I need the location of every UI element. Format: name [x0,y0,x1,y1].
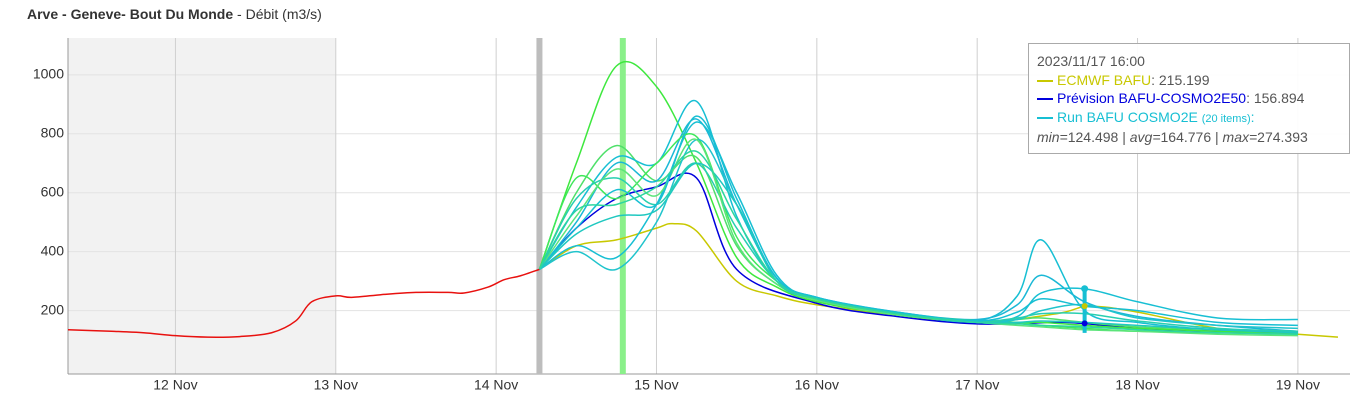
y-tick-label: 400 [41,242,65,258]
tooltip-stats: min=124.498 | avg=164.776 | max=274.393 [1037,128,1341,147]
legend-swatch [1037,116,1053,119]
x-tick-label: 16 Nov [795,377,839,393]
now-line [536,38,543,374]
ensemble-line [538,60,1298,334]
hover-point [1081,303,1088,310]
tooltip-value: 215.199 [1158,71,1210,88]
hover-point [1081,320,1088,327]
stat-value: 274.393 [1257,129,1308,145]
separator: : [1250,108,1255,125]
divider: | [1122,129,1126,145]
y-tick-label: 800 [41,124,65,140]
stat-value: 164.776 [1160,129,1212,145]
divider: | [1215,129,1219,145]
stat-value: 124.498 [1067,129,1119,145]
stat-label: avg= [1129,129,1161,145]
x-tick-label: 17 Nov [955,377,999,393]
x-tick-label: 14 Nov [474,377,518,393]
ensemble-line [538,115,1298,327]
legend-swatch [1037,79,1053,82]
x-tick-label: 15 Nov [634,377,678,393]
chart-header: Arve - Geneve- Bout Du Monde - Débit (m3… [27,6,322,22]
tooltip-value: 156.894 [1253,90,1305,106]
tooltip-date: 2023/11/17 16:00 [1037,53,1145,69]
x-tick-label: 12 Nov [153,377,197,393]
separator: : [1246,90,1250,106]
ensemble-line [538,144,1298,334]
ensemble-line [538,138,1298,337]
chart-subtitle: - Débit (m3/s) [237,6,322,22]
series-line [67,268,540,338]
legend-label: Run BAFU COSMO2E [1057,108,1198,125]
separator: : [1151,71,1155,88]
ensemble-count: (20 items) [1201,112,1251,125]
stat-label: min= [1037,129,1068,145]
legend-label: ECMWF BAFU [1057,71,1152,88]
tooltip: 2023/11/17 16:00 ECMWF BAFU: 215.199 Pré… [1028,43,1350,154]
y-tick-label: 600 [41,183,65,199]
stat-label: max= [1222,129,1258,145]
chart-title: Arve - Geneve- Bout Du Monde [27,6,234,22]
y-tick-label: 200 [41,301,65,317]
ensemble-line [538,133,1298,335]
shaded-region [68,38,336,374]
selected-line [619,38,626,374]
x-tick-label: 18 Nov [1115,377,1159,393]
hover-point [1081,285,1089,293]
x-tick-label: 13 Nov [314,377,358,393]
range-bar [1082,288,1087,333]
ensemble-line [538,150,1298,335]
legend-swatch [1037,98,1053,101]
tooltip-row: Run BAFU COSMO2E (20 items): [1037,108,1341,129]
ensemble-line [539,138,1298,330]
y-tick-label: 1000 [33,66,64,82]
x-tick-label: 19 Nov [1276,377,1320,393]
tooltip-row: ECMWF BAFU: 215.199 [1037,71,1341,90]
series-line [538,172,1298,334]
legend-label: Prévision BAFU-COSMO2E50 [1057,90,1247,106]
tooltip-row: Prévision BAFU-COSMO2E50: 156.894 [1037,89,1341,108]
